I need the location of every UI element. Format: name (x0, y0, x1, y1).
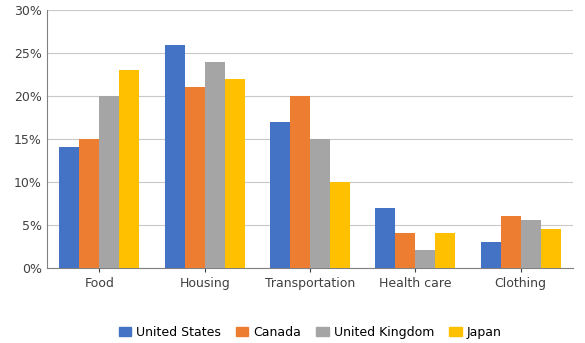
Bar (205, 62, 225, 268)
Bar (330, 182, 350, 268)
Bar (501, 216, 521, 268)
Bar (290, 96, 310, 268)
Bar (541, 229, 560, 268)
Bar (99, 96, 119, 268)
Bar (415, 250, 435, 268)
Bar (521, 221, 541, 268)
Bar (270, 122, 290, 268)
Bar (165, 45, 185, 268)
Bar (119, 70, 139, 268)
Bar (225, 79, 245, 268)
Bar (185, 87, 205, 268)
Legend: United States, Canada, United Kingdom, Japan: United States, Canada, United Kingdom, J… (113, 321, 507, 343)
Bar (80, 139, 99, 268)
Bar (481, 242, 501, 268)
Bar (376, 208, 395, 268)
Bar (310, 139, 330, 268)
Bar (435, 233, 455, 268)
Bar (60, 147, 80, 268)
Bar (395, 233, 415, 268)
